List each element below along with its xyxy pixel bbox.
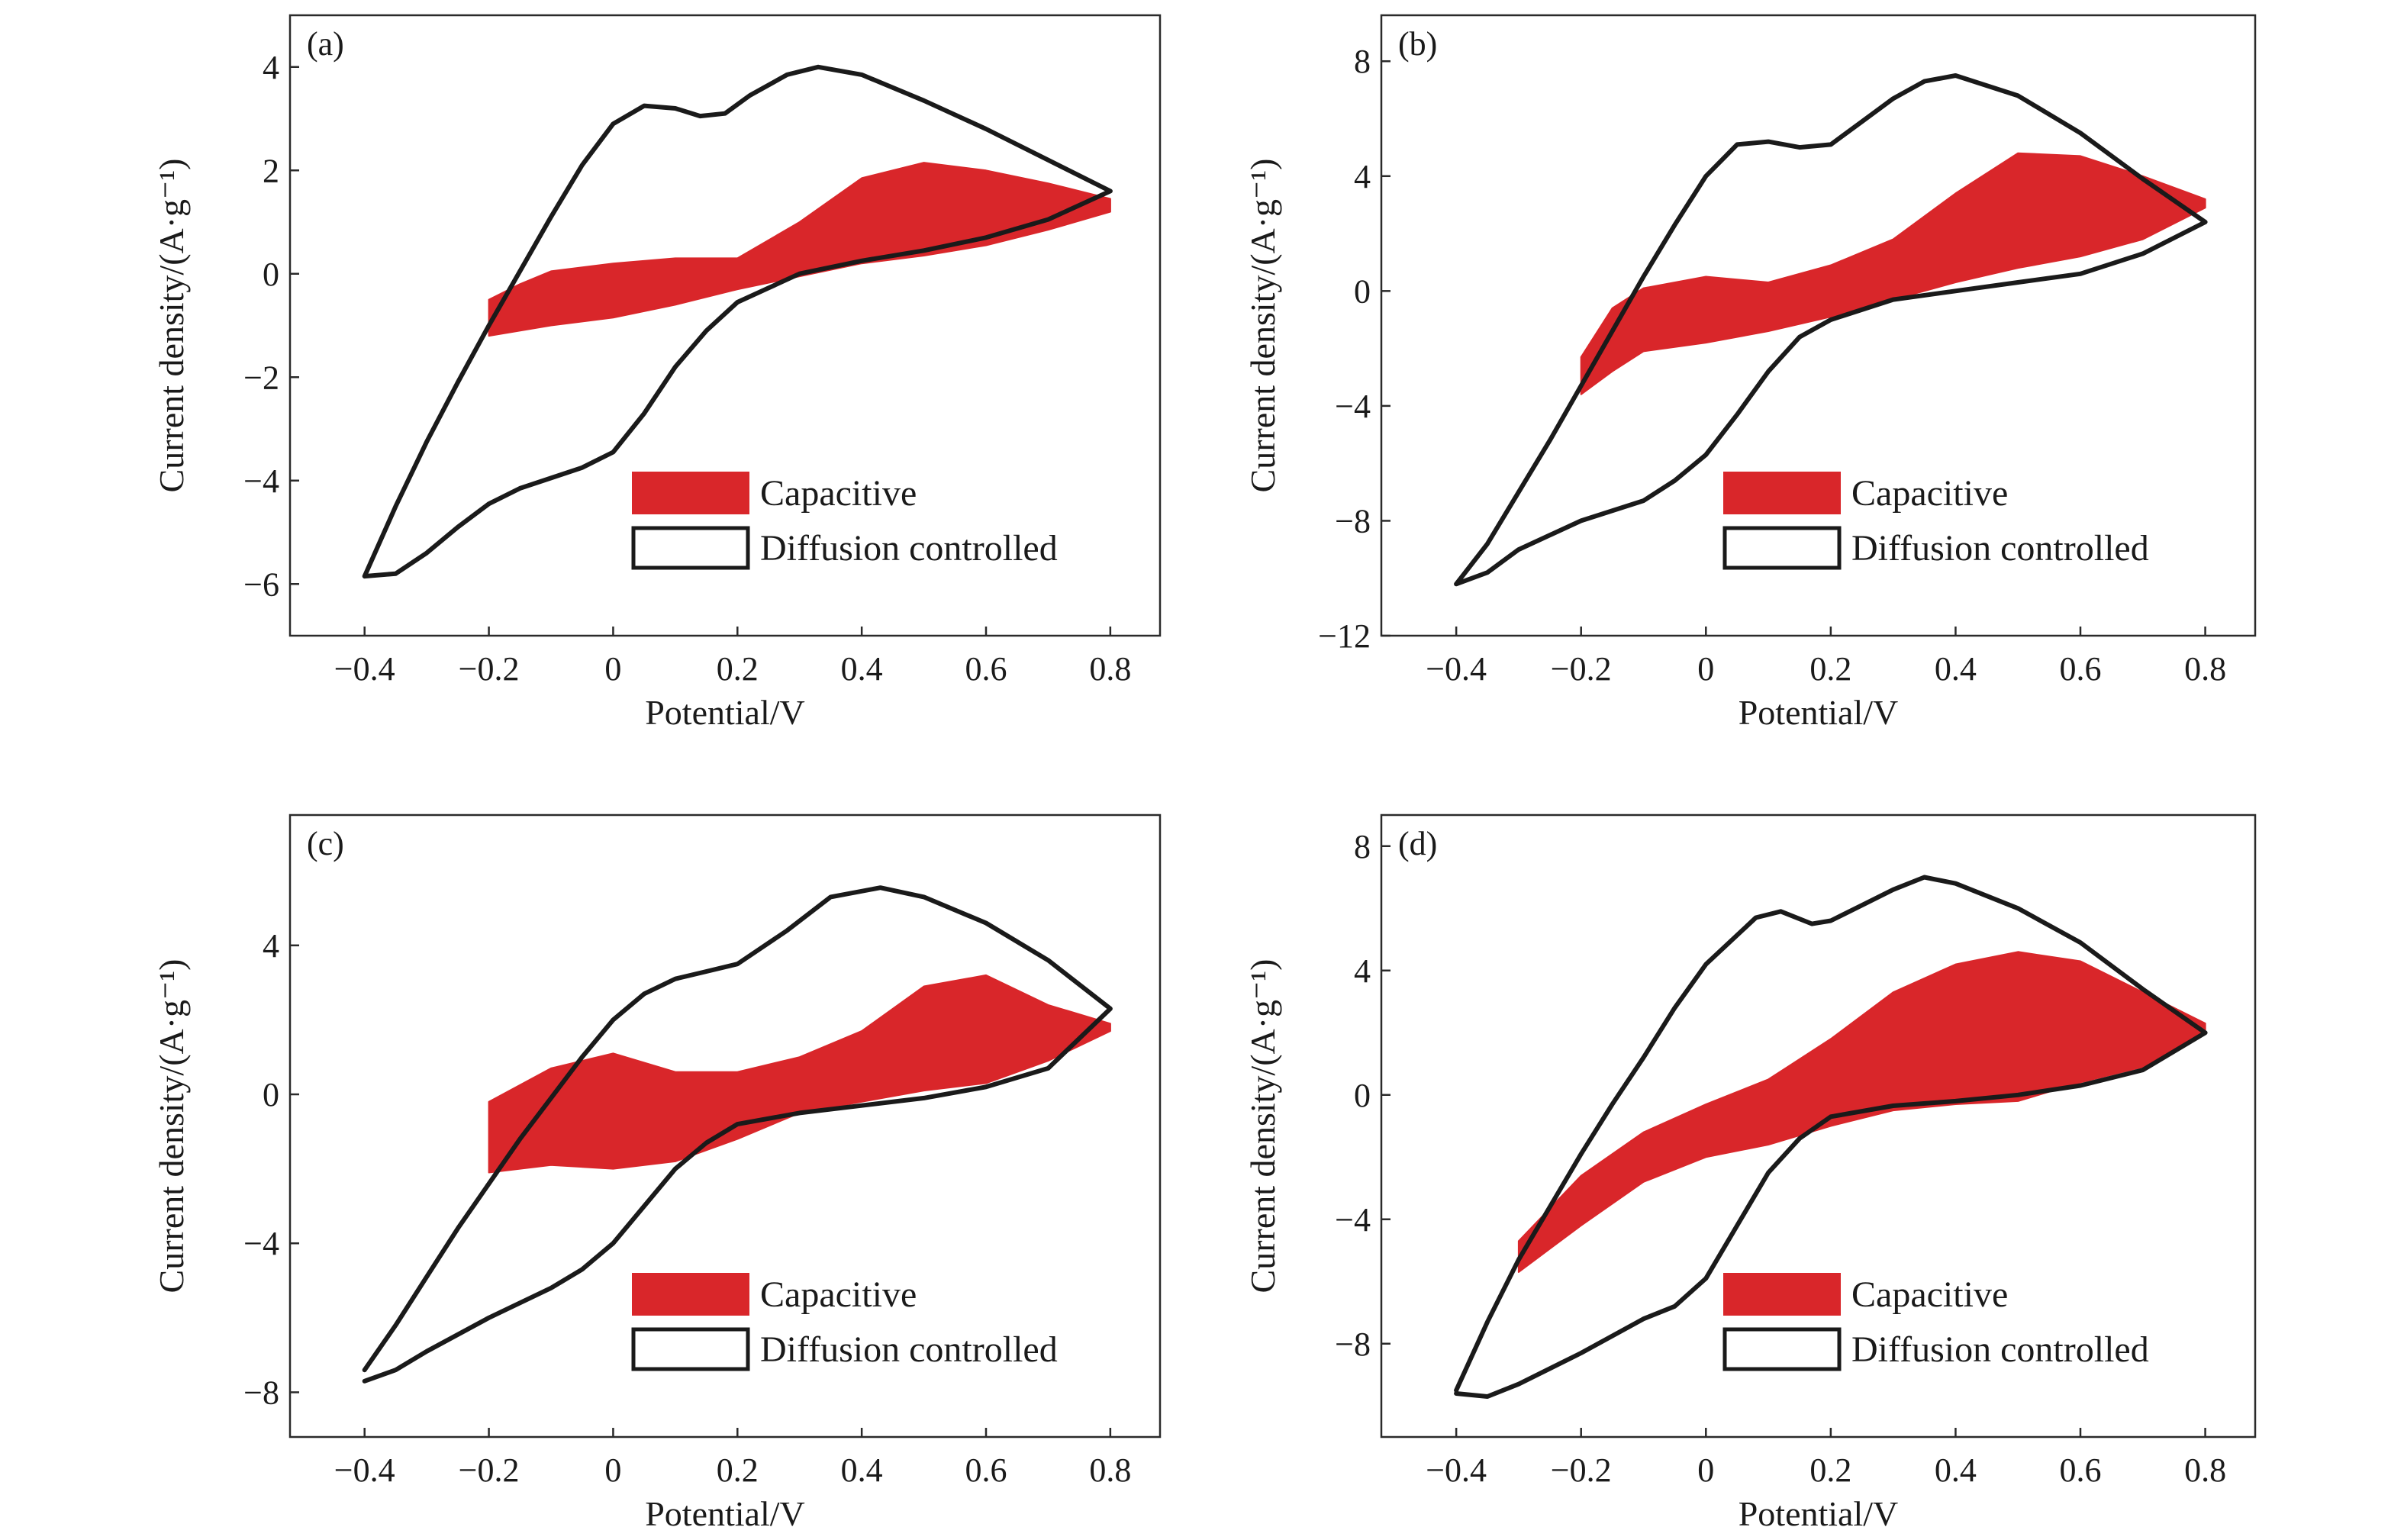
y-tick-label: −8 (1335, 1326, 1371, 1363)
x-tick-label: 0.4 (1935, 1451, 1977, 1489)
legend-swatch-capacitive (632, 472, 749, 514)
chart-panel-a: −0.4 −0.2 0 0.2 0.4 0.6 0.8 −6 −4 −2 0 2 4 Potential/… (152, 14, 1162, 732)
panel-label: (a) (307, 25, 344, 63)
x-tick-label: −0.2 (459, 1451, 520, 1489)
x-tick-label: 0.8 (1089, 650, 1131, 688)
legend-label-capacitive: Capacitive (760, 473, 917, 514)
y-tick-label: −4 (1335, 388, 1371, 425)
x-tick-label: 0.4 (841, 1451, 883, 1489)
y-tick-label: 2 (263, 152, 279, 189)
y-axis-label: Current density/(A·g⁻¹) (152, 159, 191, 493)
x-tick-label: 0.2 (717, 1451, 759, 1489)
x-tick-label: 0 (1697, 650, 1714, 688)
x-tick-label: −0.4 (334, 650, 395, 688)
x-axis-label: Potential/V (645, 693, 805, 732)
x-tick-label: 0.2 (1809, 1451, 1851, 1489)
y-tick-label: −2 (243, 359, 279, 396)
plot-frame (1380, 813, 2257, 1439)
x-tick-label: 0.8 (2184, 1451, 2226, 1489)
legend-label-diffusion: Diffusion controlled (760, 528, 1058, 569)
legend-swatch-diffusion (1722, 1327, 1842, 1371)
chart-panel-b: −0.4 −0.2 0 0.2 0.4 0.6 0.8 −12 −8 −4 0 4 8 Potential… (1243, 14, 2257, 732)
x-tick-label: 0.6 (965, 650, 1007, 688)
x-tick-label: 0.2 (717, 650, 759, 688)
y-tick-label: −8 (1335, 502, 1371, 540)
x-tick-label: 0 (1697, 1451, 1714, 1489)
x-tick-label: 0.6 (965, 1451, 1007, 1489)
diffusion-cv-curve (362, 64, 1113, 579)
y-tick-label: 4 (1354, 158, 1371, 195)
y-tick-label: −4 (243, 1225, 279, 1262)
y-tick-label: −4 (243, 462, 279, 500)
y-tick-label: −6 (243, 565, 279, 603)
plot-frame (1380, 14, 2257, 637)
legend-swatch-capacitive (1723, 472, 1841, 514)
y-tick-label: −4 (1335, 1201, 1371, 1239)
x-tick-label: 0.6 (2060, 650, 2102, 688)
capacitive-area (488, 162, 1111, 337)
y-tick-label: 0 (263, 1076, 279, 1113)
x-tick-label: 0.8 (2184, 650, 2226, 688)
x-tick-label: −0.2 (459, 650, 520, 688)
x-tick-label: −0.4 (334, 1451, 395, 1489)
y-tick-label: 8 (1354, 43, 1371, 80)
y-axis-label: Current density/(A·g⁻¹) (152, 959, 191, 1294)
diffusion-cv-curve (1454, 875, 2208, 1399)
x-tick-label: −0.2 (1551, 1451, 1612, 1489)
x-axis-label: Potential/V (1739, 1494, 1899, 1533)
y-tick-label: 4 (263, 927, 279, 965)
y-tick-label: −8 (243, 1374, 279, 1411)
x-tick-label: 0.2 (1809, 650, 1851, 688)
y-axis-label: Current density/(A·g⁻¹) (1243, 959, 1282, 1294)
capacitive-area (488, 974, 1111, 1174)
capacitive-area (1580, 152, 2206, 395)
legend-label-capacitive: Capacitive (1851, 473, 2008, 514)
x-tick-label: 0.6 (2060, 1451, 2102, 1489)
y-tick-label: 4 (1354, 952, 1371, 990)
x-tick-label: −0.2 (1551, 650, 1612, 688)
y-tick-label: 0 (1354, 272, 1371, 310)
x-tick-label: 0.4 (1935, 650, 1977, 688)
y-tick-label: 0 (263, 256, 279, 293)
chart-panel-d: −0.4 −0.2 0 0.2 0.4 0.6 0.8 −8 −4 0 4 8 Potential/V C… (1243, 813, 2257, 1533)
diffusion-cv-curve (362, 885, 1113, 1384)
y-tick-label: 0 (1354, 1077, 1371, 1114)
y-tick-label: 8 (1354, 828, 1371, 865)
legend-label-diffusion: Diffusion controlled (760, 1329, 1058, 1370)
y-tick-label: −12 (1318, 617, 1371, 655)
y-axis-label: Current density/(A·g⁻¹) (1243, 159, 1282, 493)
x-axis-label: Potential/V (645, 1494, 805, 1533)
legend-label-capacitive: Capacitive (1851, 1274, 2008, 1315)
x-axis-label: Potential/V (1739, 693, 1899, 732)
legend-swatch-capacitive (1723, 1273, 1841, 1316)
x-tick-label: −0.4 (1426, 1451, 1487, 1489)
legend-label-diffusion: Diffusion controlled (1851, 528, 2149, 569)
x-tick-label: 0 (604, 1451, 621, 1489)
y-tick-label: 4 (263, 49, 279, 86)
diffusion-cv-curve (1454, 73, 2208, 587)
x-tick-label: −0.4 (1426, 650, 1487, 688)
legend-label-capacitive: Capacitive (760, 1274, 917, 1315)
plot-frame (288, 14, 1162, 637)
panel-label: (d) (1398, 825, 1437, 862)
x-tick-label: 0.8 (1089, 1451, 1131, 1489)
x-tick-label: 0.4 (841, 650, 883, 688)
panel-label: (b) (1398, 25, 1437, 63)
plot-frame (288, 813, 1162, 1439)
chart-panel-c: −0.4 −0.2 0 0.2 0.4 0.6 0.8 −8 −4 0 4 Potential/V Cu… (152, 813, 1162, 1533)
legend-swatch-diffusion (631, 1327, 750, 1371)
legend-swatch-diffusion (631, 526, 750, 570)
legend-swatch-capacitive (632, 1273, 749, 1316)
legend-label-diffusion: Diffusion controlled (1851, 1329, 2149, 1370)
legend-swatch-diffusion (1722, 526, 1842, 570)
panel-label: (c) (307, 825, 344, 862)
x-tick-label: 0 (604, 650, 621, 688)
